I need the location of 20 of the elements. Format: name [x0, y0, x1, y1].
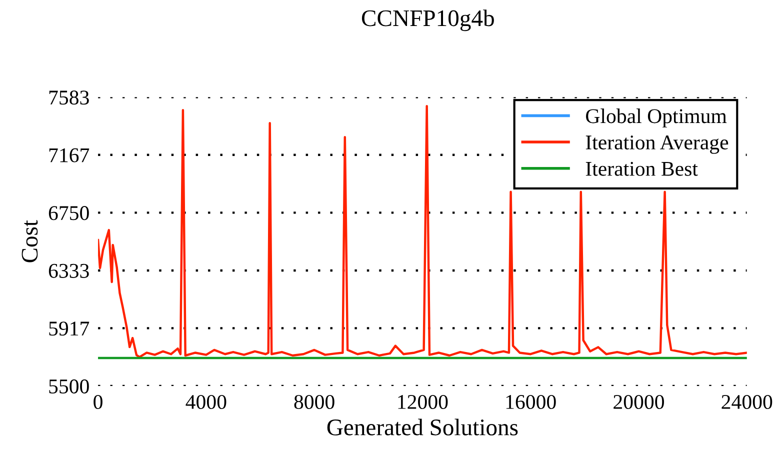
legend-label: Iteration Best	[586, 162, 698, 176]
x-tick-label: 24000	[722, 394, 772, 410]
y-tick-label: 5500	[49, 379, 89, 394]
x-tick-label: 16000	[506, 394, 556, 410]
y-tick-label: 7167	[49, 148, 90, 162]
x-axis-title: Generated Solutions	[327, 418, 518, 436]
line-series	[98, 104, 747, 358]
y-axis-title: Cost	[22, 220, 38, 262]
legend-label: Global Optimum	[586, 108, 727, 128]
x-tick-label: 8000	[294, 394, 334, 410]
x-tick-label: 20000	[614, 394, 664, 410]
y-tick-label: 6333	[48, 264, 89, 278]
y-tick-label: 6750	[48, 206, 89, 220]
y-tick-label: 7583	[49, 90, 89, 105]
x-tick-label: 0	[94, 394, 102, 410]
chart-title: CCNFP10g4b	[362, 10, 494, 32]
y-tick-label: 5917	[49, 322, 90, 336]
x-tick-label: 12000	[398, 394, 448, 410]
x-tick-label: 4000	[186, 394, 226, 410]
legend-label: Iteration Average	[586, 136, 728, 154]
